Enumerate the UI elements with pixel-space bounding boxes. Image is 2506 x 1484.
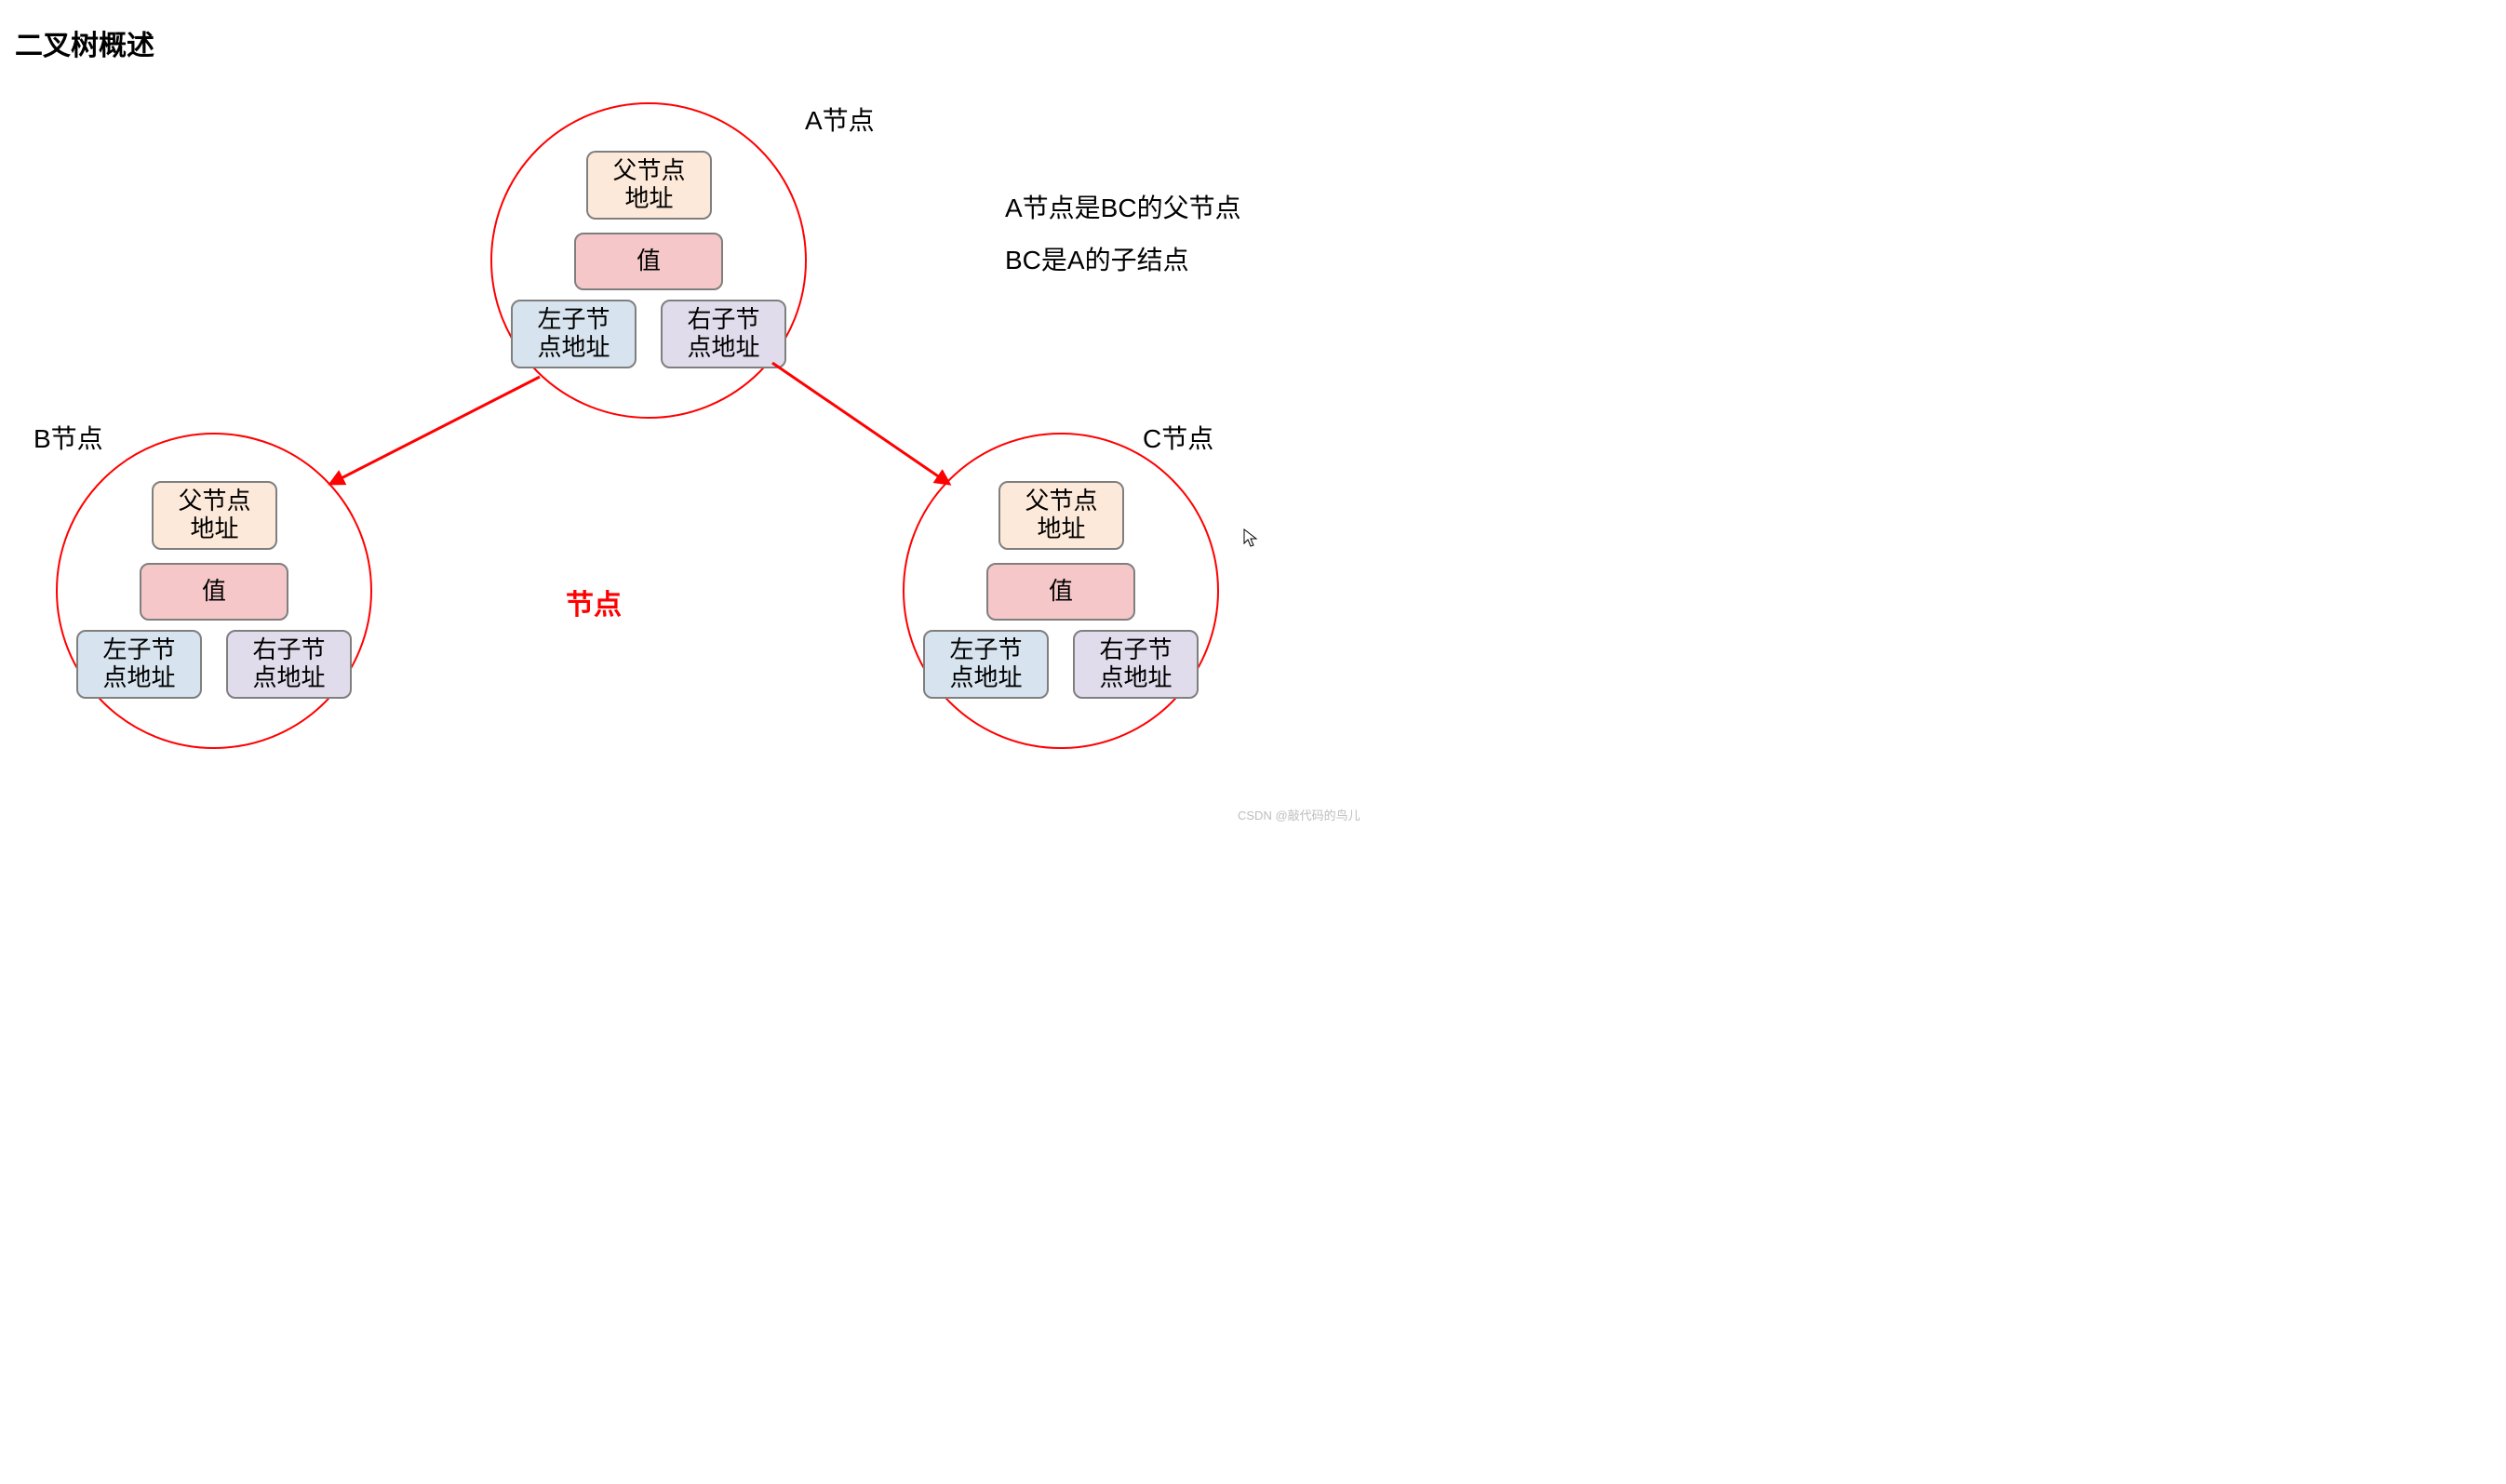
node-c-parent-box: 父节点 地址 <box>998 481 1124 550</box>
page-title: 二叉树概述 <box>15 22 154 63</box>
relationship-notes: A节点是BC的父节点 BC是A的子结点 <box>1005 182 1241 287</box>
node-b-left-box: 左子节 点地址 <box>76 630 202 699</box>
node-c-right-box: 右子节 点地址 <box>1073 630 1199 699</box>
edge-a-b <box>330 377 540 484</box>
cursor-icon <box>1243 528 1258 549</box>
label-node-c: C节点 <box>1143 419 1213 456</box>
label-node-a: A节点 <box>805 100 875 138</box>
node-b-value-box: 值 <box>140 563 288 621</box>
node-b-right-box: 右子节 点地址 <box>226 630 352 699</box>
node-a-right-box: 右子节 点地址 <box>661 300 786 368</box>
node-a-parent-box: 父节点 地址 <box>586 151 712 220</box>
center-caption: 节点 <box>566 582 622 622</box>
node-c-value-box: 值 <box>986 563 1135 621</box>
note-line-1: A节点是BC的父节点 <box>1005 182 1241 234</box>
diagram-canvas: 二叉树概述 A节点 B节点 C节点 A节点是BC的父节点 BC是A的子结点 节点… <box>0 0 1396 828</box>
node-a-left-box: 左子节 点地址 <box>511 300 637 368</box>
node-b-parent-box: 父节点 地址 <box>152 481 277 550</box>
label-node-b: B节点 <box>34 419 103 456</box>
node-c-left-box: 左子节 点地址 <box>923 630 1049 699</box>
node-a-value-box: 值 <box>574 233 723 290</box>
edge-a-c <box>772 363 949 484</box>
note-line-2: BC是A的子结点 <box>1005 234 1241 287</box>
watermark: CSDN @敲代码的鸟儿 <box>1238 806 1360 823</box>
